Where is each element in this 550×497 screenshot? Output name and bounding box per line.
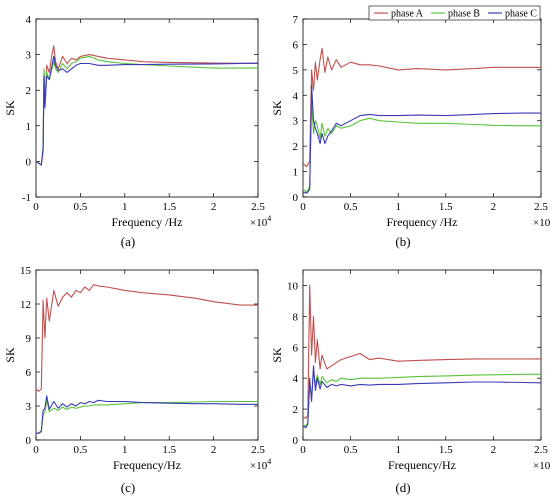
x-tick-label: 0.5 — [74, 444, 88, 456]
x-tick-label: 1.5 — [162, 201, 176, 213]
series-line-phase-b — [302, 99, 541, 193]
y-tick-label: 5 — [293, 65, 299, 77]
y-tick-label: 3 — [293, 116, 299, 128]
x-tick-label: 1 — [395, 201, 401, 213]
x-multiplier: ×104 — [250, 457, 271, 472]
panel-label: (b) — [395, 234, 410, 249]
y-tick-label: 7 — [293, 14, 299, 26]
y-tick-label: 2 — [293, 141, 299, 153]
y-tick-label: 0 — [26, 435, 32, 447]
chart-panel-3: 0 0.5 1 1.5 2 2.5 0 3 6 9 12 15 Frequency/Hz SK ×104 (c… — [3, 265, 271, 495]
x-multiplier: ×104 — [250, 214, 271, 229]
y-tick-label: 0 — [26, 156, 32, 168]
x-axis-label: Frequency/Hz — [113, 458, 181, 472]
y-tick-label: 15 — [20, 265, 32, 277]
x-multiplier: ×104 — [533, 457, 550, 472]
y-tick-label: 6 — [26, 367, 32, 379]
series-line-phase-c — [35, 55, 259, 166]
x-tick-label: 2 — [211, 444, 217, 456]
y-tick-label: 3 — [26, 50, 32, 62]
y-tick-label: 10 — [287, 280, 299, 292]
legend-box — [368, 5, 541, 21]
x-axis-label: Frequency/Hz — [388, 458, 456, 472]
series-line-phase-c — [36, 395, 258, 434]
plot-frame — [302, 18, 542, 198]
y-tick-label: 4 — [293, 373, 299, 385]
series-line-phase-b — [35, 55, 258, 166]
legend-entry: phase A — [391, 9, 424, 20]
y-axis-label: SK — [270, 100, 284, 116]
y-tick-label: 12 — [20, 299, 31, 311]
y-tick-label: -1 — [22, 192, 31, 204]
y-tick-label: 2 — [293, 404, 299, 416]
plot-frame — [35, 18, 259, 198]
y-tick-label: 4 — [293, 90, 299, 102]
x-tick-label: 1 — [395, 444, 401, 456]
x-exponent: 4 — [267, 214, 271, 223]
x-tick-label: 1.5 — [162, 444, 176, 456]
panel-label: (a) — [121, 234, 135, 249]
x-tick-label: 1 — [122, 444, 128, 456]
series-line-phase-a — [35, 284, 258, 392]
y-tick-label: 0 — [293, 435, 299, 447]
series-line-phase-b — [302, 371, 541, 427]
x-tick-label: 0.5 — [344, 201, 358, 213]
x-exponent: 4 — [267, 457, 271, 466]
y-tick-label: 2 — [26, 85, 32, 97]
x-tick-label: 2.5 — [251, 444, 265, 456]
y-tick-label: 8 — [293, 311, 299, 323]
y-tick-label: 1 — [26, 121, 32, 133]
chart-panel-4: 0 0.5 1 1.5 2 2.5 0 2 4 6 8 10 Frequency/Hz SK ×104 (d) — [270, 269, 550, 495]
y-tick-label: 4 — [26, 14, 32, 26]
panel-label: (d) — [395, 480, 410, 495]
x-tick-label: 2.5 — [534, 201, 548, 213]
y-tick-label: 0 — [293, 192, 299, 204]
panel-label: (c) — [121, 480, 135, 495]
series-line-phase-c — [302, 365, 542, 429]
chart-panel-2: 0 0.5 1 1.5 2 2.5 0 1 2 3 4 5 6 7 Frequency /Hz SK ×104 (… — [270, 14, 550, 249]
x-tick-label: 1 — [122, 201, 128, 213]
plot-frame — [302, 269, 542, 441]
x-tick-label: 1.5 — [439, 444, 453, 456]
x-tick-label: 0.5 — [344, 444, 358, 456]
y-tick-label: 1 — [293, 167, 299, 179]
series-line-phase-c — [302, 84, 541, 194]
y-tick-label: 6 — [293, 39, 299, 51]
x-tick-label: 2 — [491, 201, 497, 213]
x-tick-label: 2 — [211, 201, 217, 213]
series-line-phase-a — [302, 47, 541, 168]
y-tick-label: 6 — [293, 342, 299, 354]
legend: phase A phase B phase C — [368, 5, 541, 21]
x-tick-label: 0 — [33, 201, 39, 213]
x-tick-label: 1.5 — [439, 201, 453, 213]
x-tick-label: 2 — [491, 444, 497, 456]
x-tick-label: 0 — [33, 444, 39, 456]
series-line-phase-a — [302, 284, 541, 419]
y-tick-label: 9 — [26, 333, 32, 345]
x-axis-label: Frequency /Hz — [112, 215, 183, 229]
x-tick-label: 2.5 — [534, 444, 548, 456]
x-tick-label: 0.5 — [74, 201, 88, 213]
y-tick-label: 3 — [26, 401, 32, 413]
y-axis-label: SK — [3, 347, 17, 363]
x-tick-label: 2.5 — [251, 201, 265, 213]
legend-entry: phase C — [505, 9, 537, 20]
y-axis-label: SK — [3, 100, 17, 116]
x-tick-label: 0 — [300, 444, 306, 456]
x-multiplier: ×104 — [533, 214, 550, 229]
plot-frame — [35, 269, 259, 441]
x-axis-label: Frequency /Hz — [387, 215, 458, 229]
legend-entry: phase B — [448, 9, 480, 20]
x-tick-label: 0 — [300, 201, 306, 213]
y-axis-label: SK — [270, 347, 284, 363]
